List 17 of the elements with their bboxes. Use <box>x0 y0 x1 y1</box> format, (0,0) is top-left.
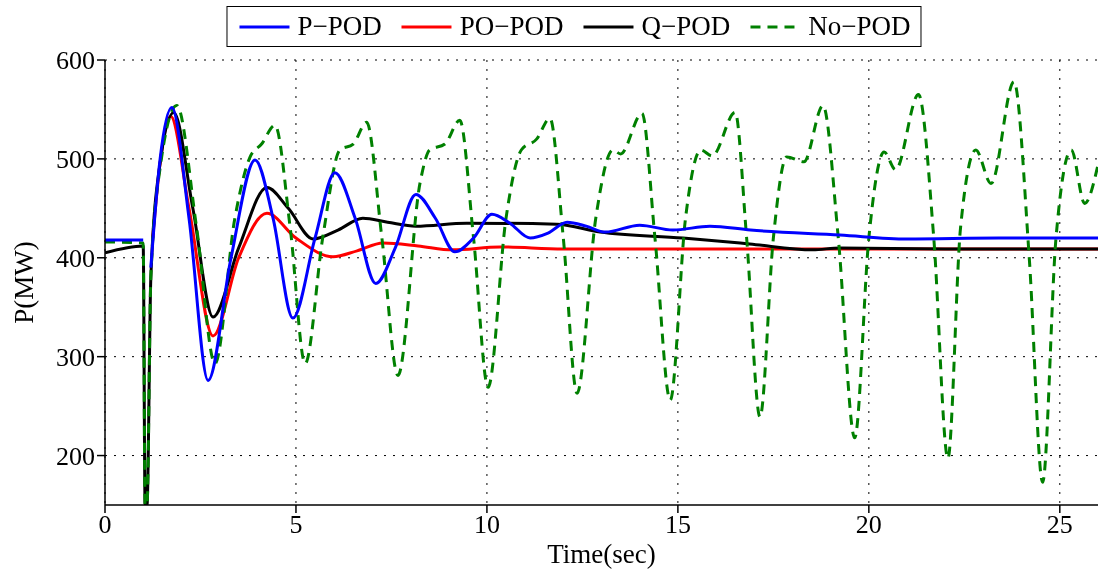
legend-label: Q−POD <box>641 11 731 42</box>
x-tick-label: 20 <box>855 510 882 540</box>
x-tick-label: 0 <box>98 510 112 540</box>
x-tick-label: 25 <box>1046 510 1073 540</box>
legend-label: PO−POD <box>459 11 564 42</box>
y-tick-label: 600 <box>56 46 95 76</box>
x-tick-label: 15 <box>664 510 691 540</box>
x-axis-title: Time(sec) <box>547 539 656 569</box>
y-tick-label: 300 <box>56 342 95 372</box>
x-tick-label: 10 <box>473 510 500 540</box>
y-tick-label: 500 <box>56 145 95 175</box>
y-axis-title: P(MW) <box>8 241 39 324</box>
y-tick-label: 400 <box>56 244 95 274</box>
y-tick-label: 200 <box>56 441 95 471</box>
legend-label: P−POD <box>297 11 382 42</box>
x-tick-label: 5 <box>289 510 303 540</box>
legend-label: No−POD <box>808 11 911 42</box>
